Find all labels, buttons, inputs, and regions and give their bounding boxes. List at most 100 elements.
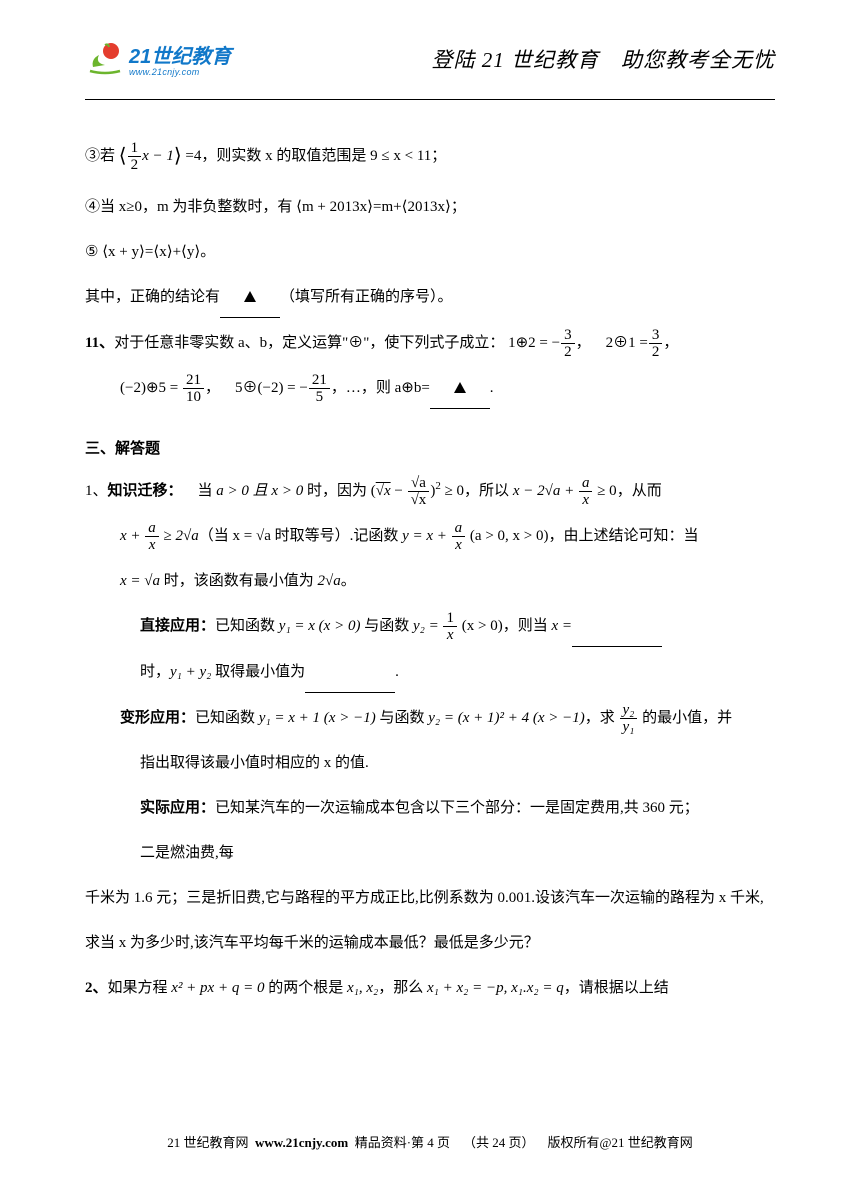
footer-mid: 精品资料·第 4 页 （共 24 页） 版权所有@21 世纪教育网: [355, 1135, 693, 1150]
frac-num: a: [452, 520, 466, 538]
q2-t1: 如果方程: [108, 980, 172, 996]
item-5: ⑤ ⟨x + y⟩=⟨x⟩+⟨y⟩。: [85, 233, 775, 272]
real-l4: 求当 x 为多少时,该汽车平均每千米的运输成本最低？最低是多少元？: [85, 935, 539, 951]
frac-num: a: [145, 520, 159, 538]
footer-site: 21 世纪教育网: [167, 1135, 248, 1150]
q1-direct-line2: 时，y₁ + y₂ 取得最小值为 .: [85, 653, 775, 693]
frac-den: 2: [561, 344, 575, 361]
frac-den: x: [452, 537, 466, 554]
q11-eq1l: 1⊕2 = −: [508, 335, 560, 351]
frac-den: y₁: [620, 719, 638, 736]
q1-l3end: 。: [341, 573, 356, 589]
real-tag: 实际应用：: [140, 800, 215, 816]
q1-l2a: x +: [120, 528, 141, 544]
frac-num: 1: [443, 610, 457, 628]
angle-open: ⟨: [119, 145, 127, 167]
frac-den: 5: [309, 389, 330, 406]
logo-icon: [85, 41, 125, 77]
item4-eq: =m+: [373, 199, 402, 215]
direct-l2a: 时，: [140, 664, 170, 680]
header-divider: [85, 99, 775, 100]
q1-real-line3: 千米为 1.6 元；三是折旧费,它与路程的平方成正比,比例系数为 0.001.设…: [85, 879, 775, 918]
direct-x: x =: [551, 618, 572, 634]
ge0: ≥ 0: [441, 483, 464, 499]
item5-r2: ⟨y⟩: [181, 244, 200, 260]
q2-label: 2、: [85, 980, 108, 996]
blank-2: [430, 369, 490, 409]
q2-t3: ，那么: [378, 980, 427, 996]
conclusion-line: 其中，正确的结论有 （填写所有正确的序号）。: [85, 278, 775, 318]
q1-l2ycond: (a > 0, x > 0): [470, 528, 549, 544]
item3-prefix: ③若: [85, 148, 115, 164]
q11-comma: ，: [663, 335, 678, 351]
question-11: 11、对于任意非零实数 a、b，定义运算"⊕"，使下列式子成立： 1⊕2 = −…: [85, 324, 775, 363]
var-tag: 变形应用：: [120, 710, 195, 726]
q2-t2: 的两个根是: [264, 980, 347, 996]
q1-label: 1、: [85, 483, 108, 499]
frac-den: 10: [183, 389, 204, 406]
q1-t3: ，所以: [464, 483, 513, 499]
q2-roots: x₁, x₂: [347, 980, 378, 996]
slogan-prefix: 登陆: [432, 48, 482, 72]
q2-t4: ，请根据以上结: [564, 980, 669, 996]
q1-l2paren: （当 x = √a 时取等号）.记函数: [199, 528, 402, 544]
frac-den: √x: [408, 492, 430, 509]
real-t1: 已知某汽车的一次运输成本包含以下三个部分：一是固定费用,共 360 元；: [215, 800, 699, 816]
var-l2: 指出取得该最小值时相应的 x 的值.: [140, 755, 369, 771]
blank-3: [572, 607, 662, 647]
item4-end: ；: [451, 199, 466, 215]
q2-eq: x² + px + q = 0: [171, 980, 264, 996]
q1-t1: 当: [183, 483, 217, 499]
q1-l3b: 时，该函数有最小值为: [160, 573, 318, 589]
slogan-num: 21: [482, 48, 505, 72]
var-y2: y₂ = (x + 1)² + 4 (x > −1): [428, 710, 585, 726]
item5-lhs: ⑤ ⟨x + y⟩: [85, 244, 145, 260]
logo-url: www.21cnjy.com: [129, 67, 231, 77]
frac-num: a: [579, 475, 593, 493]
q11-eq2l: ， 2⊕1 =: [576, 335, 648, 351]
q11-t1: 对于任意非零实数 a、b，定义运算"⊕"，使下列式子成立：: [114, 335, 504, 351]
q1-direct-line1: 直接应用：已知函数 y₁ = x (x > 0) 与函数 y₂ = 1x (x …: [85, 607, 775, 647]
question-11-line2: (−2)⊕5 = 2110， 5⊕(−2) = −215，…，则 a⊕b= .: [85, 369, 775, 409]
frac-num: y₂: [620, 702, 638, 720]
q11-end: .: [490, 380, 494, 396]
direct-y2a: y₂ =: [413, 618, 439, 634]
frac-den: 2: [128, 157, 142, 174]
q1-line3: x = √a 时，该函数有最小值为 2√a。: [85, 562, 775, 601]
item5-r1: ⟨x⟩: [153, 244, 172, 260]
q1-expr2: x − 2√a +: [513, 483, 574, 499]
var-t2: 与函数: [376, 710, 429, 726]
q1-var-line1: 变形应用：已知函数 y₁ = x + 1 (x > −1) 与函数 y₂ = (…: [85, 699, 775, 738]
frac-num: 3: [561, 327, 575, 345]
frac-num: 1: [128, 140, 142, 158]
section-3-title: 三、解答题: [85, 437, 775, 458]
q1-line1: 1、知识迁移： 当 a > 0 且 x > 0 时，因为 (√x − √a√x)…: [85, 472, 775, 511]
q2-line1: 2、如果方程 x² + px + q = 0 的两个根是 x₁, x₂，那么 x…: [85, 969, 775, 1008]
frac-den: 2: [649, 344, 663, 361]
frac-den: x: [443, 627, 457, 644]
q11-l2mid: ， 5⊕(−2) = −: [205, 380, 308, 396]
direct-y1: y₁ = x (x > 0): [279, 618, 361, 634]
expr-mid: x − 1: [142, 148, 174, 164]
item5-plus: +: [173, 244, 181, 260]
direct-t3: ，则当: [503, 618, 552, 634]
frac-num: √a: [408, 475, 430, 493]
slogan-tail: 世纪教育 助您教考全无忧: [505, 48, 775, 72]
direct-end: .: [395, 664, 399, 680]
q1-l2tail: ，由上述结论可知：当: [549, 528, 699, 544]
q1-l2y: y = x +: [402, 528, 447, 544]
q11-label: 11、: [85, 335, 114, 351]
frac-den: x: [145, 537, 159, 554]
var-t4: 的最小值，并: [638, 710, 732, 726]
logo: 21世纪教育 www.21cnjy.com: [85, 40, 231, 77]
page-header: 21世纪教育 www.21cnjy.com 登陆 21 世纪教育 助您教考全无忧: [85, 40, 775, 81]
item-3: ③若 ⟨12x − 1⟩ =4，则实数 x 的取值范围是 9 ≤ x < 11；: [85, 130, 775, 182]
ge0b: ≥ 0: [593, 483, 616, 499]
item4-lhs: ⟨m + 2013x⟩: [296, 199, 373, 215]
q1-line2: x + ax ≥ 2√a（当 x = √a 时取等号）.记函数 y = x + …: [85, 517, 775, 556]
var-t1: 已知函数: [195, 710, 259, 726]
item4-prefix: ④当 x≥0，m 为非负整数时，有: [85, 199, 292, 215]
q1-tag: 知识迁移：: [108, 483, 183, 499]
real-l3: 千米为 1.6 元；三是折旧费,它与路程的平方成正比,比例系数为 0.001.设…: [85, 890, 764, 906]
header-slogan: 登陆 21 世纪教育 助您教考全无忧: [432, 44, 776, 74]
